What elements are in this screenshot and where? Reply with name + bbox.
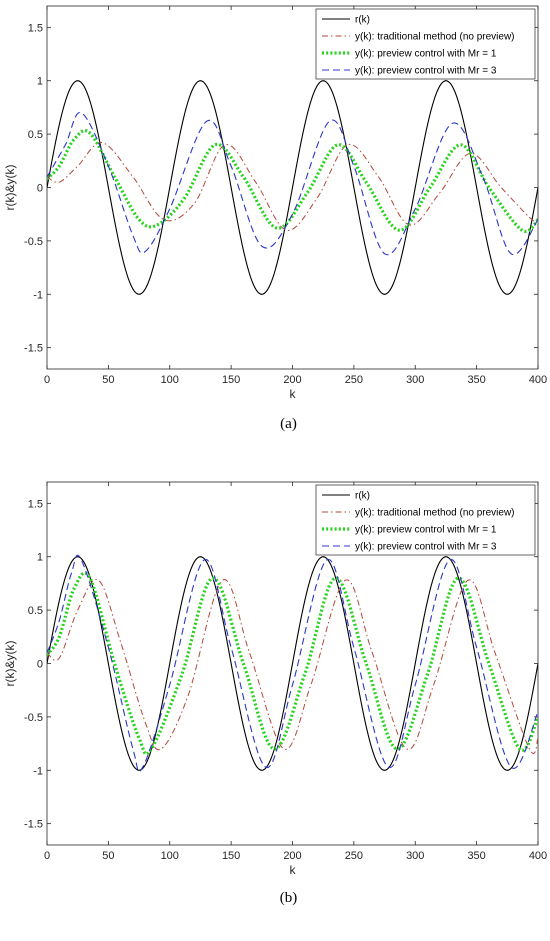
chart-b: 0 50 100 150 200 250 300 350 400 -1.5 -1 -0.5 0 0.5 1 1…: [3, 481, 547, 906]
chart-b-legend-label-2: y(k): preview control with Mr = 1: [355, 525, 497, 536]
chart-b-y-tick-label: 0: [37, 659, 43, 671]
chart-b-x-tick-label: 250: [345, 850, 363, 862]
chart-b-x-tick-label: 400: [529, 850, 547, 862]
chart-a-x-tick-label: 250: [345, 374, 363, 386]
chart-a-x-tick-label: 150: [222, 374, 240, 386]
chart-a-x-axis-label: k: [290, 387, 297, 401]
chart-a-series-0-line: [47, 80, 538, 295]
chart-b-series-group: [47, 554, 538, 773]
chart-b-x-tick-label: 50: [102, 850, 114, 862]
chart-b-x-tick-label: 100: [161, 850, 179, 862]
chart-a-y-tick-label: -1: [33, 289, 43, 301]
chart-b-x-tick-label: 350: [467, 850, 485, 862]
chart-a-legend-label-3: y(k): preview control with Mr = 3: [355, 66, 497, 77]
chart-b-legend-label-0: r(k): [355, 491, 370, 502]
chart-b-x-tick-label: 150: [222, 850, 240, 862]
chart-b-x-tick-label: 0: [44, 850, 50, 862]
chart-b-caption: (b): [280, 890, 298, 906]
chart-b-y-tick-label: -1: [33, 765, 43, 777]
chart-a-x-tick-label: 100: [161, 374, 179, 386]
chart-b-legend-label-1: y(k): traditional method (no preview): [355, 508, 515, 519]
chart-b-series-2-line: [47, 571, 538, 756]
chart-a-series-3-line: [47, 112, 538, 256]
chart-a-x-tick-label: 350: [467, 374, 485, 386]
chart-b-series-3-line: [47, 554, 538, 773]
chart-b-legend: [315, 484, 536, 556]
chart-a-legend-label-1: y(k): traditional method (no preview): [355, 32, 515, 43]
chart-b-series-0-line: [47, 556, 538, 771]
chart-b-x-axis-label: k: [290, 863, 297, 877]
chart-b-y-tick-label: 1.5: [28, 498, 43, 510]
chart-a-series-group: [47, 80, 538, 295]
chart-a-legend-label-2: y(k): preview control with Mr = 1: [355, 49, 497, 60]
chart-a-x-tick-label: 50: [102, 374, 114, 386]
chart-b-y-tick-label: -1.5: [24, 819, 43, 831]
chart-a-y-tick-label: 1: [37, 76, 43, 88]
chart-a-y-tick-label: -1.5: [24, 343, 43, 355]
chart-b-x-tick-label: 200: [283, 850, 301, 862]
chart-a-caption: (a): [280, 416, 297, 432]
chart-b-y-tick-label: 1: [37, 552, 43, 564]
chart-a-x-tick-label: 0: [44, 374, 50, 386]
chart-a-legend: [315, 8, 536, 80]
chart-a-x-tick-label: 400: [529, 374, 547, 386]
chart-a-y-tick-label: -0.5: [24, 236, 43, 248]
chart-b-y-axis-label: r(k)&y(k): [3, 641, 17, 687]
chart-a-y-tick-label: 0.5: [28, 129, 43, 141]
chart-a-y-tick-label: 1.5: [28, 22, 43, 34]
chart-a-x-tick-label: 200: [283, 374, 301, 386]
chart-a-x-tick-label: 300: [406, 374, 424, 386]
chart-a: 0 50 100 150 200 250 300 350 400 -1.5 -1 -0.5 0 0.5 1 1…: [3, 5, 547, 432]
chart-a-series-2-line: [47, 129, 538, 233]
chart-a-legend-label-0: r(k): [355, 15, 370, 26]
chart-b-y-tick-label: 0.5: [28, 605, 43, 617]
chart-b-legend-label-3: y(k): preview control with Mr = 3: [355, 542, 497, 553]
chart-b-x-tick-label: 300: [406, 850, 424, 862]
chart-b-y-tick-label: -0.5: [24, 712, 43, 724]
chart-a-y-axis-label: r(k)&y(k): [3, 165, 17, 211]
chart-a-y-tick-label: 0: [37, 183, 43, 195]
